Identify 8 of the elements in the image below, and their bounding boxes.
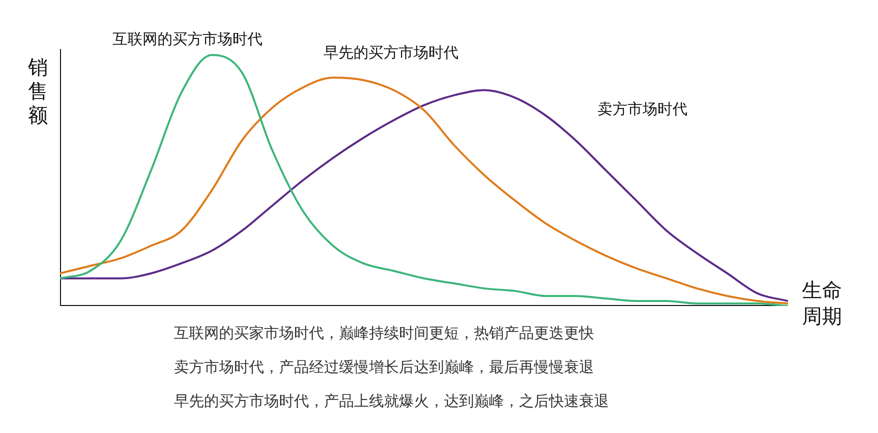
text: 早先的买方市场时代，产品上线就爆火，达到巅峰，之后快速衰退: [174, 392, 609, 411]
text: 卖方市场时代，产品经过缓慢增长后达到巅峰，最后再慢慢衰退: [174, 358, 594, 377]
y-axis-title: 销售额: [28, 55, 49, 127]
x-axis-title: 生命周期: [802, 277, 843, 329]
text: 互联网的买家市场时代，巅峰持续时间更短，热销产品更迭更快: [174, 324, 594, 343]
series-label: 早先的买方市场时代: [324, 44, 458, 62]
text: 卖方市场时代: [598, 100, 688, 118]
series-label: 互联网的买方市场时代: [112, 30, 263, 48]
